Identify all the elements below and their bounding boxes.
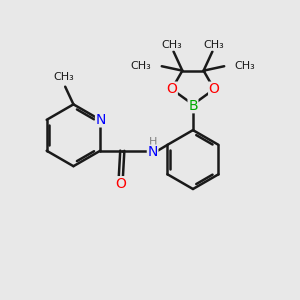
Text: O: O: [166, 82, 177, 96]
Text: O: O: [209, 82, 220, 96]
Text: CH₃: CH₃: [131, 61, 152, 71]
Text: N: N: [147, 145, 158, 159]
Text: B: B: [188, 99, 198, 113]
Text: CH₃: CH₃: [235, 61, 255, 71]
Text: N: N: [96, 113, 106, 127]
Text: CH₃: CH₃: [53, 72, 74, 82]
Text: CH₃: CH₃: [162, 40, 182, 50]
Text: H: H: [148, 137, 157, 148]
Text: CH₃: CH₃: [203, 40, 224, 50]
Text: O: O: [116, 177, 126, 191]
